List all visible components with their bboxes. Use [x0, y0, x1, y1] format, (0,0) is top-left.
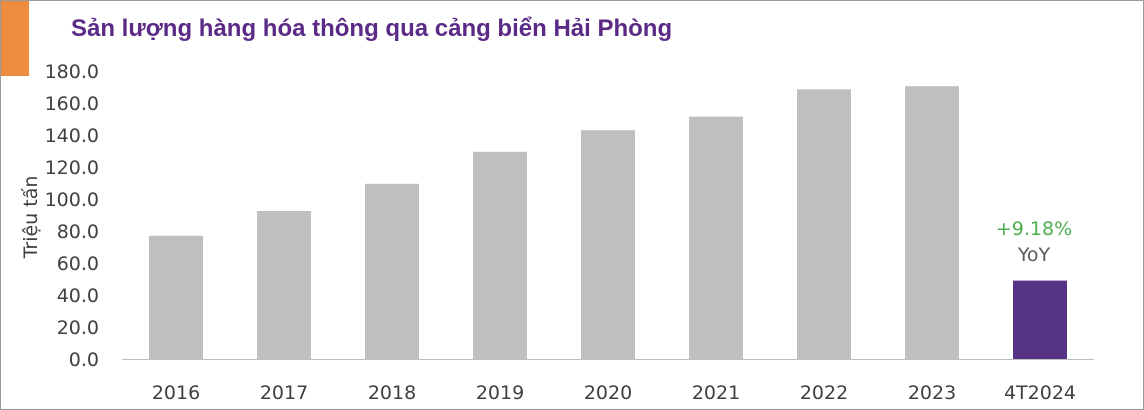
- bar-2023: [905, 86, 959, 359]
- yoy-annotation: +9.18% YoY: [996, 218, 1072, 266]
- bar-2021: [689, 116, 743, 359]
- yoy-label: YoY: [1017, 244, 1051, 266]
- x-tick-label: 4T2024: [1004, 382, 1076, 404]
- x-tick-label: 2019: [476, 382, 524, 404]
- bar-2018: [365, 183, 419, 359]
- x-tick-label: 2022: [800, 382, 848, 404]
- bar-4T2024: [1013, 280, 1067, 359]
- bar-2020: [581, 130, 635, 359]
- y-tick-label: 120.0: [45, 157, 99, 179]
- x-tick-label: 2020: [584, 382, 632, 404]
- y-tick-label: 140.0: [45, 125, 99, 147]
- bar-2019: [473, 151, 527, 359]
- y-tick-label: 0.0: [69, 349, 99, 371]
- y-axis-ticks: 0.0 20.0 40.0 60.0 80.0 100.0 120.0 140.0 160.0 1…: [45, 61, 99, 371]
- x-tick-label: 2023: [908, 382, 956, 404]
- bar-2022: [797, 89, 851, 360]
- x-axis-ticks: 2016 2017 2018 2019 2020 2021 2022 2023 4T2024: [152, 382, 1076, 404]
- y-tick-label: 20.0: [57, 317, 99, 339]
- yoy-value: +9.18%: [996, 218, 1072, 240]
- y-tick-label: 160.0: [45, 93, 99, 115]
- bars: [149, 86, 1067, 360]
- y-tick-label: 40.0: [57, 285, 99, 307]
- x-tick-label: 2016: [152, 382, 200, 404]
- x-tick-label: 2018: [368, 382, 416, 404]
- x-tick-label: 2017: [260, 382, 308, 404]
- chart-title: Sản lượng hàng hóa thông qua cảng biển H…: [71, 15, 673, 42]
- y-tick-label: 60.0: [57, 253, 99, 275]
- bar-2017: [257, 211, 311, 359]
- bar-2016: [149, 235, 203, 359]
- x-tick-label: 2021: [692, 382, 740, 404]
- y-tick-label: 100.0: [45, 189, 99, 211]
- y-axis-label: Triệu tấn: [20, 176, 42, 260]
- y-tick-label: 80.0: [57, 221, 99, 243]
- y-tick-label: 180.0: [45, 61, 99, 83]
- accent-bar: [1, 1, 29, 76]
